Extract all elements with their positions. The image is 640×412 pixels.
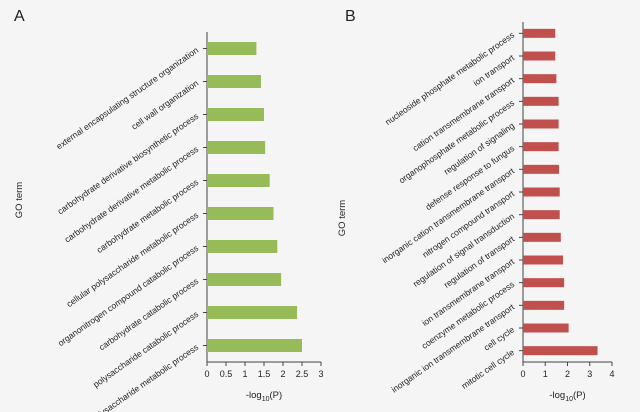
panel-b-letter: B [345,8,356,25]
panel-a-letter: A [14,8,25,25]
panel-b-bar [523,74,557,84]
panel-a-bar [207,207,274,220]
panel-a-bar [207,306,298,319]
panel-b-bar [523,119,559,129]
panel-a-x-tick-label: 2 [280,369,285,379]
panel-b-x-tick-label: 3 [587,369,592,379]
panel-a-x-tick-label: 1.5 [258,369,271,379]
panel-a-x-tick-label: 0 [204,369,209,379]
panel-a-x-tick-label: 1 [242,369,247,379]
panel-b-bar [523,255,564,265]
panel-a-bar [207,339,302,352]
panel-b-bar [523,278,565,288]
panel-b-x-tick-label: 2 [565,369,570,379]
panel-b-bar [523,164,560,174]
panel-b-bar [523,28,556,38]
panel-b-category-label: inorganic ion transmembrane transport [389,301,516,394]
panel-a-x-tick-label: 0.5 [220,369,233,379]
panel-a-x-axis-title-main: -log [246,390,262,401]
panel-a-x-axis-title: -log10(P) [246,390,282,403]
panel-a-bar [207,75,261,88]
panel-b-x-tick-label: 0 [520,369,525,379]
panel-a-x-axis-title-tail: (P) [269,390,282,401]
panel-b-x-tick-label: 1 [543,369,548,379]
panel-b-y-axis-title: GO term [337,200,348,237]
panel-b-x-axis-title: -log10(P) [549,390,585,403]
panel-a-bar [207,240,278,253]
panel-a-y-axis-title: GO term [14,182,25,219]
panel-b-x-tick-label: 4 [609,369,614,379]
panel-b-bar [523,142,559,152]
panel-b-bar [523,300,565,310]
panel-a-bar [207,141,266,154]
panel-a-bar [207,174,270,187]
panel-b-bar [523,232,561,242]
panel-b-category-label: mitotic cell cycle [460,347,517,391]
panel-b-x-axis-title-tail: (P) [573,390,586,401]
panel-b-bar [523,51,556,61]
panel-b-bar [523,346,598,356]
panel-a-bar [207,108,264,121]
panel-b-bar [523,96,559,106]
panel-b-bar [523,323,569,333]
panel-a-x-tick-label: 3 [318,369,323,379]
panel-a-x-tick-label: 2.5 [296,369,309,379]
panel-a-bar [207,42,257,55]
panel-a-bar [207,273,282,286]
panel-b-x-axis-title-main: -log [549,390,565,401]
panel-b-x-axis-title-sub: 10 [565,396,573,403]
panel-b-bar [523,210,560,220]
panel-a-x-axis-title-sub: 10 [262,396,270,403]
panel-b-bar [523,187,560,197]
